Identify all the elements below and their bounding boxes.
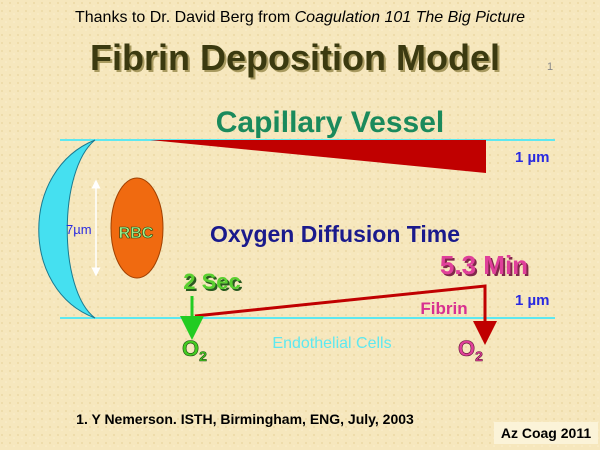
fibrin-label: Fibrin bbox=[420, 299, 467, 318]
reference: 1. Y Nemerson. ISTH, Birmingham, ENG, Ju… bbox=[76, 411, 414, 427]
credit-text: Thanks to Dr. David Berg from bbox=[75, 9, 295, 26]
diffusion-path-long bbox=[194, 284, 497, 345]
oxygen-right-base: O bbox=[458, 336, 475, 361]
oxygen-left: O2 bbox=[182, 336, 207, 364]
bottom-width: 1 µm bbox=[515, 292, 550, 309]
oxygen-right-sub: 2 bbox=[475, 348, 483, 364]
rbc-size: 7µm bbox=[66, 222, 92, 237]
vessel-label: Capillary Vessel bbox=[216, 106, 445, 139]
badge-box bbox=[494, 422, 598, 444]
short-time: 2 Sec bbox=[183, 269, 241, 294]
long-time-shadow: 5.3 Min bbox=[442, 252, 530, 282]
oxygen-left-base: O bbox=[182, 336, 199, 361]
rbc-label: RBC bbox=[119, 225, 154, 242]
credit-source: Coagulation 101 The Big Picture bbox=[295, 9, 525, 26]
wedge bbox=[150, 140, 486, 173]
credit: Thanks to Dr. David Berg from Coagulatio… bbox=[75, 9, 525, 26]
crescent bbox=[38, 139, 96, 319]
center-label: Oxygen Diffusion Time bbox=[210, 221, 460, 247]
short-time-shadow: 2 Sec bbox=[185, 271, 243, 296]
title-note: 1 bbox=[547, 61, 553, 73]
wall-label: Endothelial Cells bbox=[272, 335, 391, 352]
title: Fibrin Deposition Model bbox=[90, 37, 500, 78]
oxygen-right: O2 bbox=[458, 336, 483, 364]
top-width: 1 µm bbox=[515, 149, 550, 166]
oxygen-left-sub: 2 bbox=[199, 348, 207, 364]
long-time: 5.3 Min bbox=[440, 250, 528, 280]
title-shadow: Fibrin Deposition Model bbox=[92, 39, 502, 80]
rbc bbox=[110, 177, 164, 279]
badge: Az Coag 2011 bbox=[501, 425, 591, 441]
